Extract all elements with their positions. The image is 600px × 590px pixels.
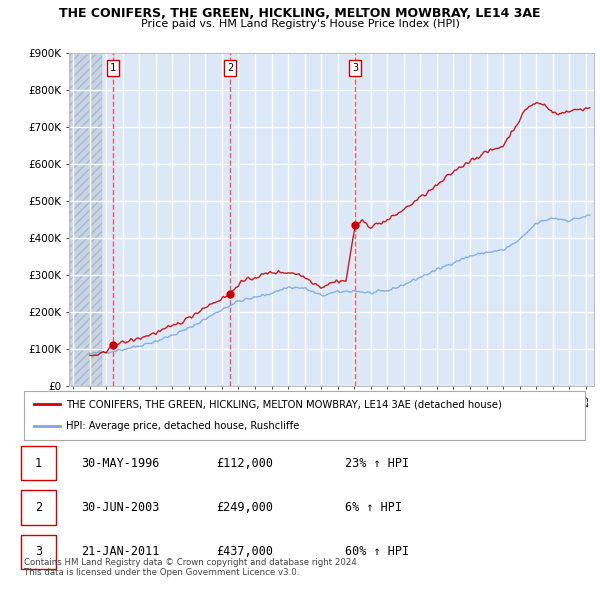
Bar: [69, 53, 102, 386]
Text: 6% ↑ HPI: 6% ↑ HPI: [345, 501, 402, 514]
Text: 2: 2: [35, 501, 42, 514]
Text: 60% ↑ HPI: 60% ↑ HPI: [345, 545, 409, 558]
Text: Price paid vs. HM Land Registry's House Price Index (HPI): Price paid vs. HM Land Registry's House …: [140, 19, 460, 29]
Text: HPI: Average price, detached house, Rushcliffe: HPI: Average price, detached house, Rush…: [66, 421, 299, 431]
Text: £437,000: £437,000: [216, 545, 273, 558]
Text: 30-JUN-2003: 30-JUN-2003: [81, 501, 160, 514]
Text: 1: 1: [110, 63, 116, 73]
Text: 21-JAN-2011: 21-JAN-2011: [81, 545, 160, 558]
Text: £249,000: £249,000: [216, 501, 273, 514]
Text: Contains HM Land Registry data © Crown copyright and database right 2024.
This d: Contains HM Land Registry data © Crown c…: [24, 558, 359, 577]
Text: THE CONIFERS, THE GREEN, HICKLING, MELTON MOWBRAY, LE14 3AE (detached house): THE CONIFERS, THE GREEN, HICKLING, MELTO…: [66, 399, 502, 409]
Text: 3: 3: [352, 63, 358, 73]
Text: 1: 1: [35, 457, 42, 470]
Text: £112,000: £112,000: [216, 457, 273, 470]
Text: 3: 3: [35, 545, 42, 558]
Text: THE CONIFERS, THE GREEN, HICKLING, MELTON MOWBRAY, LE14 3AE: THE CONIFERS, THE GREEN, HICKLING, MELTO…: [59, 7, 541, 20]
Text: 2: 2: [227, 63, 233, 73]
Text: 23% ↑ HPI: 23% ↑ HPI: [345, 457, 409, 470]
Text: 30-MAY-1996: 30-MAY-1996: [81, 457, 160, 470]
